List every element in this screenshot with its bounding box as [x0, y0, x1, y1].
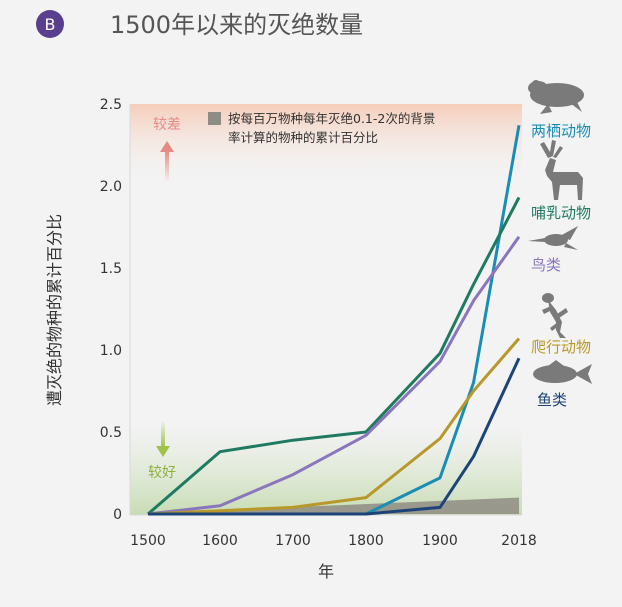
series-line-reptiles	[147, 337, 521, 516]
y-tick-label: 2.5	[100, 97, 122, 113]
panel-badge-label: B	[45, 15, 56, 34]
x-tick-label: 1600	[202, 533, 238, 549]
x-tick-label: 1700	[275, 533, 311, 549]
y-tick-labels: 0 0.5 1.0 1.5 2.0 2.5	[100, 97, 122, 523]
series-label-birds: 鸟类	[531, 256, 561, 274]
x-tick-label: 1500	[130, 533, 166, 549]
chart-title: 1500年以来的灭绝数量	[110, 11, 363, 39]
worse-arrow-head	[160, 141, 174, 152]
better-label: 较好	[148, 465, 176, 481]
y-axis-label: 遭灭绝的物种的累计百分比	[45, 214, 64, 406]
series-lines	[147, 125, 521, 516]
series-label-fish: 鱼类	[537, 391, 567, 409]
x-tick-label: 2018	[501, 533, 537, 549]
better-zone	[130, 425, 522, 515]
panel-badge	[36, 10, 64, 38]
hummingbird-icon	[528, 226, 578, 250]
y-tick-label: 0	[113, 507, 122, 523]
y-tick-label: 1.5	[100, 261, 122, 277]
series-label-mammals: 哺乳动物	[531, 204, 591, 222]
worse-zone	[130, 104, 522, 184]
background-rate-legend-line-2: 率计算的物种的累计百分比	[228, 130, 378, 145]
x-tick-label: 1900	[422, 533, 458, 549]
x-axis-label: 年	[318, 562, 334, 581]
lizard-icon	[542, 293, 568, 338]
series-line-birds	[147, 235, 521, 516]
deer-icon	[540, 140, 583, 200]
series-line-mammals	[147, 196, 521, 516]
series-label-reptiles: 爬行动物	[531, 338, 591, 356]
worse-arrow-shaft	[165, 150, 169, 182]
x-tick-labels: 1500 1600 1700 1800 1900 2018	[130, 533, 537, 549]
background-rate-legend-line-1: 按每百万物种每年灭绝0.1-2次的背景	[228, 111, 435, 126]
frog-icon	[528, 80, 584, 114]
series-label-amphibians: 两栖动物	[531, 122, 591, 140]
background-rate-legend-swatch	[208, 112, 221, 125]
y-tick-label: 2.0	[100, 179, 122, 195]
y-tick-label: 1.0	[100, 343, 122, 359]
fish-icon	[533, 360, 592, 384]
series-line-fish	[148, 357, 521, 516]
x-tick-label: 1800	[348, 533, 384, 549]
better-arrow-shaft	[161, 420, 165, 448]
worse-label: 较差	[153, 117, 181, 133]
y-tick-label: 0.5	[100, 425, 122, 441]
better-arrow-head	[156, 446, 170, 457]
